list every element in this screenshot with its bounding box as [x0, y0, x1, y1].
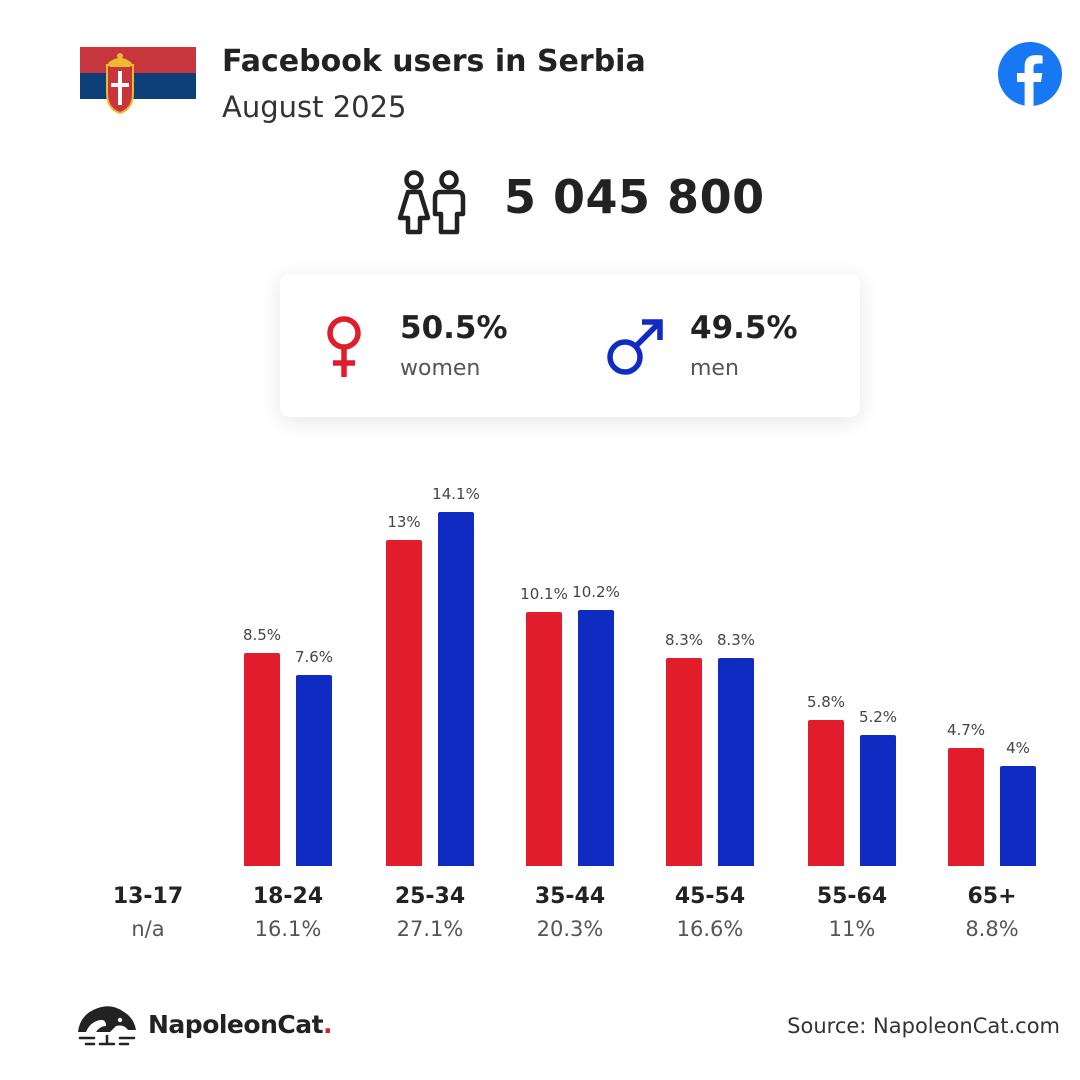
source-text: Source: NapoleonCat.com: [787, 1014, 1060, 1038]
bar-value-women-25-34: 13%: [387, 512, 421, 531]
serbia-flag-icon: [80, 47, 196, 125]
age-group-label: 18-24: [252, 884, 324, 909]
bar-value-men-55-64: 5.2%: [858, 708, 898, 727]
age-group-share: 16.6%: [676, 917, 744, 941]
total-users-value: 5 045 800: [504, 170, 765, 224]
bar-men-35-44: [578, 609, 614, 866]
age-group-label: 25-34: [394, 884, 466, 909]
users-icon: [397, 170, 466, 235]
bar-women-18-24: [244, 652, 280, 866]
women-percent: 50.5%: [400, 310, 508, 346]
bar-women-65+: [948, 748, 984, 866]
bar-value-men-35-44: 10.2%: [572, 582, 620, 601]
female-symbol-icon: [327, 316, 361, 377]
age-group-share: 16.1%: [254, 917, 322, 941]
age-group-share: 20.3%: [536, 917, 604, 941]
age-group-label: 13-17: [112, 884, 184, 909]
age-group-label: 65+: [967, 884, 1017, 909]
men-label: men: [690, 356, 739, 381]
bar-women-45-54: [666, 657, 702, 866]
gender-split-card: 50.5% women 49.5% men: [280, 274, 860, 417]
bar-value-women-35-44: 10.1%: [520, 585, 568, 604]
bar-men-25-34: [438, 512, 474, 866]
bar-women-55-64: [808, 720, 844, 866]
bar-value-women-45-54: 8.3%: [664, 630, 704, 649]
age-group-share: 27.1%: [396, 917, 464, 941]
bar-value-men-65+: 4%: [1006, 738, 1030, 757]
age-group-share: n/a: [131, 917, 165, 941]
brand-name: NapoleonCat.: [148, 1010, 333, 1039]
male-symbol-icon: [607, 319, 663, 375]
women-label: women: [400, 356, 481, 381]
bar-men-65+: [1000, 765, 1036, 866]
age-group-share: 8.8%: [965, 917, 1019, 941]
report-date: August 2025: [222, 90, 407, 124]
napoleoncat-logo-icon: [78, 1006, 136, 1046]
brand-text: NapoleonCat: [148, 1010, 324, 1039]
age-group-share: 11%: [828, 917, 876, 941]
bar-men-18-24: [296, 675, 332, 866]
brand-dot: .: [323, 1010, 333, 1039]
bar-value-men-18-24: 7.6%: [294, 648, 334, 667]
bar-women-35-44: [526, 612, 562, 866]
age-group-label: 45-54: [674, 884, 746, 909]
facebook-logo-icon: [998, 42, 1062, 106]
bar-men-55-64: [860, 735, 896, 866]
bar-men-45-54: [718, 657, 754, 866]
bar-value-women-65+: 4.7%: [946, 721, 986, 740]
bar-value-men-45-54: 8.3%: [716, 630, 756, 649]
page-title: Facebook users in Serbia: [222, 44, 646, 79]
men-percent: 49.5%: [690, 310, 798, 346]
bar-value-women-55-64: 5.8%: [806, 693, 846, 712]
age-group-label: 55-64: [816, 884, 888, 909]
bar-value-women-18-24: 8.5%: [242, 625, 282, 644]
bar-women-25-34: [386, 539, 422, 866]
age-group-label: 35-44: [534, 884, 606, 909]
bar-value-men-25-34: 14.1%: [432, 485, 480, 504]
